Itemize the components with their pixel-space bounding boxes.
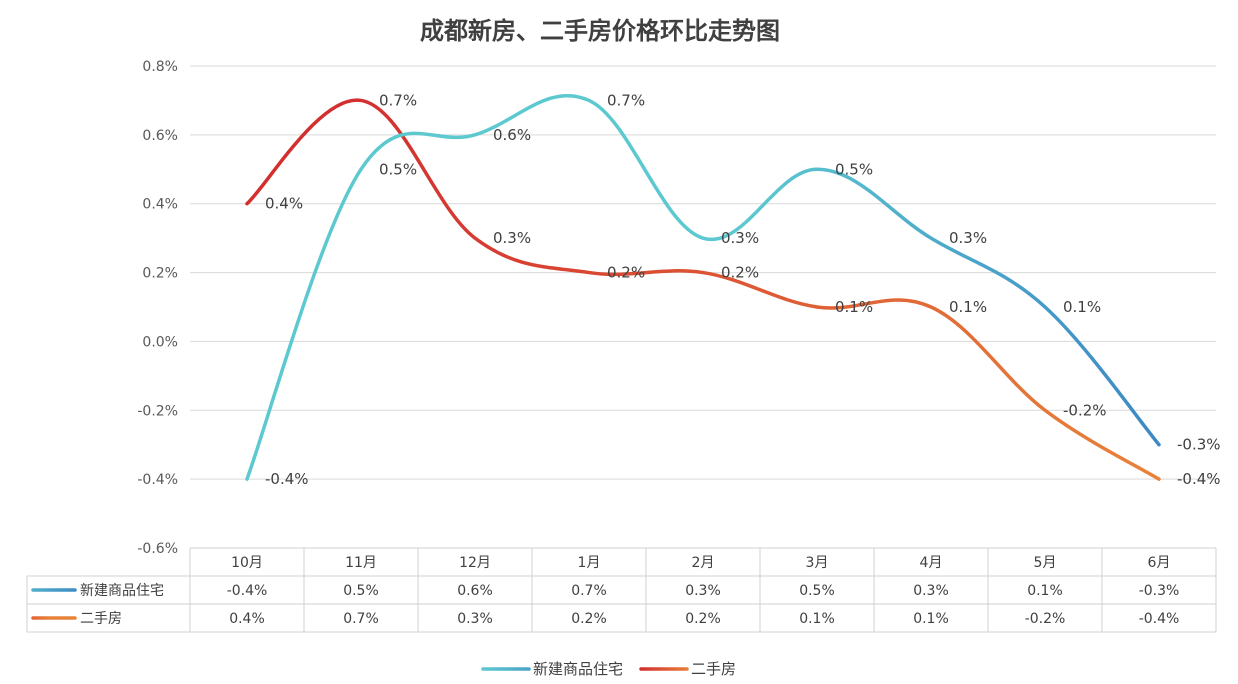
gridlines [190, 65, 1216, 480]
table-cell: -0.3% [1139, 583, 1180, 599]
legend-item-resale-homes: 二手房 [639, 660, 736, 678]
legend-label: 二手房 [691, 660, 736, 678]
data-label: -0.2% [1063, 401, 1107, 419]
y-tick-label: -0.2% [137, 403, 178, 419]
y-tick-label: -0.6% [137, 541, 178, 557]
legend-label: 新建商品住宅 [533, 660, 623, 678]
table-cell: 0.5% [799, 583, 835, 599]
legend: 新建商品住宅 二手房 [481, 660, 736, 678]
data-label: 0.1% [835, 298, 873, 316]
table-cell: 0.2% [571, 611, 607, 627]
table-cell: -0.4% [1139, 611, 1180, 627]
table-cell: 0.6% [457, 583, 493, 599]
y-tick-label: 0.8% [142, 59, 178, 75]
data-label: 0.3% [949, 229, 987, 247]
table-cell: 0.3% [685, 583, 721, 599]
x-tick-label: 5月 [1034, 555, 1057, 571]
data-label: 0.5% [835, 160, 873, 178]
table-cell: 0.3% [457, 611, 493, 627]
table-cell: 0.3% [913, 583, 949, 599]
data-label: 0.6% [493, 126, 531, 144]
y-tick-label: 0.4% [142, 197, 178, 213]
table-cell: 0.4% [229, 611, 265, 627]
table-cell: -0.2% [1025, 611, 1066, 627]
series-line-resale-homes [245, 98, 1161, 481]
x-tick-label: 4月 [920, 555, 943, 571]
table-cell: 0.1% [913, 611, 949, 627]
x-tick-label: 10月 [231, 555, 263, 571]
x-tick-label: 11月 [345, 555, 377, 571]
series-line-new-homes [245, 93, 1161, 481]
table-cell: 0.7% [343, 611, 379, 627]
table-series-name: 二手房 [80, 611, 122, 627]
x-tick-label: 1月 [578, 555, 601, 571]
y-tick-label: 0.6% [142, 128, 178, 144]
chart-title: 成都新房、二手房价格环比走势图 [420, 17, 780, 45]
table-cell: 0.5% [343, 583, 379, 599]
data-label: 0.7% [379, 91, 417, 109]
legend-item-new-homes: 新建商品住宅 [481, 660, 623, 678]
data-label: 0.7% [607, 91, 645, 109]
x-tick-label: 6月 [1148, 555, 1171, 571]
series-lines [245, 93, 1161, 481]
x-tick-label: 12月 [459, 555, 491, 571]
data-label: 0.1% [949, 298, 987, 316]
x-tick-label: 2月 [692, 555, 715, 571]
y-tick-label: 0.0% [142, 334, 178, 350]
table-cell: 0.1% [799, 611, 835, 627]
y-tick-label: 0.2% [142, 266, 178, 282]
table-cell: 0.7% [571, 583, 607, 599]
x-tick-label: 3月 [806, 555, 829, 571]
data-label: 0.5% [379, 160, 417, 178]
data-label: 0.1% [1063, 298, 1101, 316]
data-label: 0.2% [721, 264, 759, 282]
data-label: -0.4% [1177, 470, 1221, 488]
data-label: 0.3% [721, 229, 759, 247]
data-label: -0.3% [1177, 436, 1221, 454]
data-label: 0.3% [493, 229, 531, 247]
y-axis: -0.6% -0.4% -0.2% 0.0% 0.2% 0.4% 0.6% 0.8% [137, 59, 178, 557]
data-label: 0.4% [265, 195, 303, 213]
data-label: 0.2% [607, 264, 645, 282]
table-cell: 0.1% [1027, 583, 1063, 599]
table-series-name: 新建商品住宅 [80, 583, 164, 599]
table-cell: 0.2% [685, 611, 721, 627]
data-labels: -0.4% 0.5% 0.6% 0.7% 0.3% 0.5% 0.3% 0.1% -0.3% 0.… [265, 91, 1221, 488]
table-cell: -0.4% [227, 583, 268, 599]
data-label: -0.4% [265, 470, 309, 488]
y-tick-label: -0.4% [137, 472, 178, 488]
